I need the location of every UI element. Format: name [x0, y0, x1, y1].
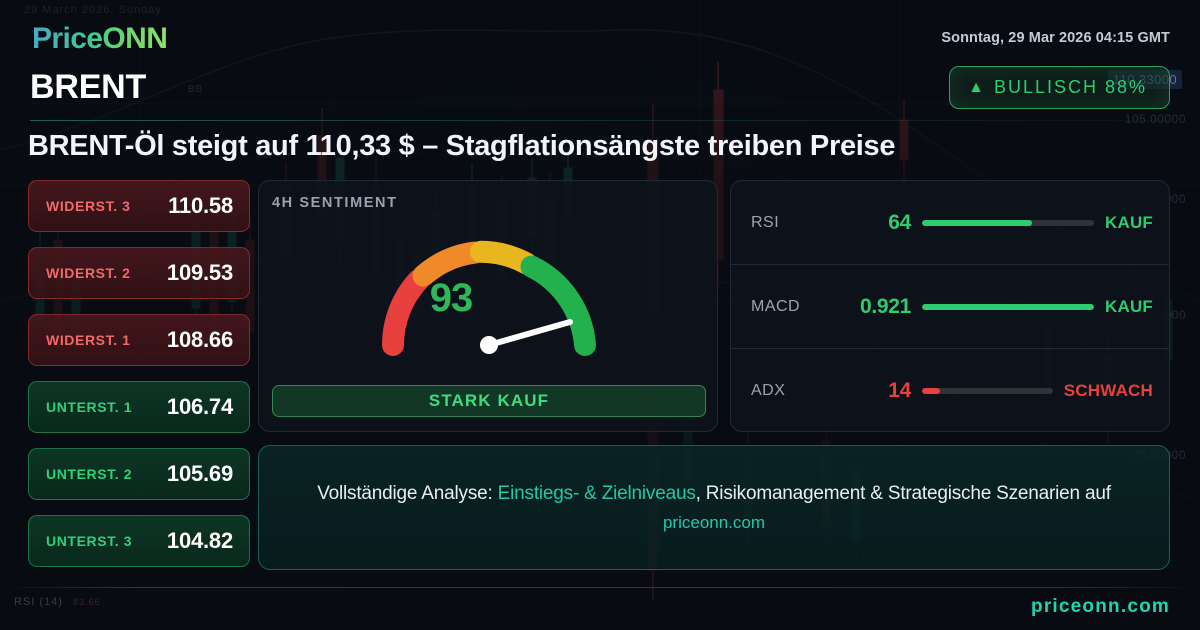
- gauge-value: 93: [429, 276, 474, 320]
- background-bb-label: BB: [188, 84, 204, 95]
- list-item: WIDERST. 1 108.66: [28, 314, 250, 366]
- gauge-band-yellow: [470, 240, 538, 275]
- background-rsi-period: (14): [39, 596, 63, 608]
- gauge-needle: [486, 319, 573, 348]
- cta-link[interactable]: Einstiegs- & Zielniveaus: [497, 482, 696, 504]
- level-value: 109.53: [166, 260, 233, 285]
- indicator-value: 0.921: [859, 294, 911, 318]
- indicator-progress-track: [922, 219, 1094, 226]
- indicator-value: 64: [888, 210, 911, 234]
- indicator-progress-track: [922, 303, 1094, 310]
- level-value: 104.82: [166, 528, 233, 553]
- indicator-progress-fill: [922, 303, 1094, 310]
- background-tagline: 29 March 2026, Sunday: [24, 4, 162, 16]
- gauge-hub: [480, 336, 498, 354]
- cta-suffix: , Risikomanagement & Strategische Szenar…: [695, 482, 1111, 504]
- table-row: MACD 0.921 KAUF: [731, 265, 1169, 349]
- background-rsi-value: 83.66: [73, 597, 101, 607]
- cta-domain[interactable]: priceonn.com: [662, 512, 766, 532]
- cta-text: Vollständige Analyse: Einstiegs- & Zieln…: [317, 483, 1111, 505]
- indicators-card: RSI 64 KAUF MACD 0.921 KAUF ADX 14 SCHWA…: [730, 180, 1170, 432]
- sentiment-card: 4H SENTIMENT 93 STARK KAUF: [258, 180, 718, 432]
- background-rsi-readout: RSI (14) 83.66: [14, 596, 101, 608]
- indicator-name: RSI: [751, 213, 780, 231]
- brand-logo: PriceONN: [32, 22, 168, 55]
- indicator-signal: SCHWACH: [1063, 381, 1153, 400]
- background-rsi-label: RSI: [14, 596, 36, 608]
- indicator-name: ADX: [751, 382, 786, 399]
- level-value: 106.74: [166, 394, 233, 419]
- list-item: UNTERST. 1 106.74: [28, 381, 250, 433]
- level-label: WIDERST. 2: [46, 265, 131, 281]
- level-value: 105.69: [166, 461, 233, 486]
- gauge-svg: [382, 240, 596, 356]
- indicator-signal: KAUF: [1104, 212, 1153, 232]
- level-label: UNTERST. 2: [46, 466, 133, 482]
- indicator-progress-fill: [922, 388, 941, 394]
- page-title: BRENT: [30, 68, 147, 106]
- status-badge: ▲ BULLISCH 88%: [949, 66, 1170, 109]
- level-label: UNTERST. 1: [46, 399, 133, 415]
- cta-prefix: Vollständige Analyse:: [317, 482, 498, 504]
- level-label: WIDERST. 3: [46, 198, 131, 214]
- gauge-band-orange: [412, 241, 486, 287]
- table-row: ADX 14 SCHWACH: [731, 349, 1169, 431]
- sentiment-gauge: [259, 233, 719, 368]
- indicator-signal: KAUF: [1104, 296, 1153, 316]
- footer-brand: priceonn.com: [1031, 596, 1170, 617]
- footer-divider: [0, 587, 1200, 588]
- sentiment-card-title: 4H SENTIMENT: [272, 195, 398, 211]
- level-value: 108.66: [166, 327, 233, 352]
- datestamp: Sonntag, 29 Mar 2026 04:15 GMT: [941, 30, 1170, 46]
- list-item: UNTERST. 2 105.69: [28, 448, 250, 500]
- level-label: UNTERST. 3: [46, 533, 133, 549]
- gauge-band-red: [382, 269, 430, 356]
- list-item: UNTERST. 3 104.82: [28, 515, 250, 567]
- indicator-value: 14: [888, 379, 911, 402]
- level-value: 110.58: [168, 193, 233, 218]
- list-item: WIDERST. 3 110.58: [28, 180, 250, 232]
- up-triangle-icon: ▲: [968, 78, 984, 96]
- status-badge-label: BULLISCH 88%: [993, 77, 1147, 97]
- headline: BRENT-Öl steigt auf 110,33 $ – Stagflati…: [28, 130, 896, 162]
- indicator-name: MACD: [751, 297, 801, 315]
- table-row: RSI 64 KAUF: [731, 181, 1169, 265]
- background-price-label: 105.00000: [1124, 112, 1186, 126]
- gauge-band-green: [520, 255, 596, 356]
- header-divider: [30, 120, 1170, 121]
- list-item: WIDERST. 2 109.53: [28, 247, 250, 299]
- level-label: WIDERST. 1: [46, 332, 131, 348]
- indicator-progress-track: [922, 388, 1053, 394]
- verdict-badge: STARK KAUF: [272, 385, 706, 417]
- cta-panel: Vollständige Analyse: Einstiegs- & Zieln…: [258, 445, 1170, 570]
- indicator-progress-fill: [922, 219, 1033, 226]
- levels-list: WIDERST. 3 110.58 WIDERST. 2 109.53 WIDE…: [28, 180, 250, 582]
